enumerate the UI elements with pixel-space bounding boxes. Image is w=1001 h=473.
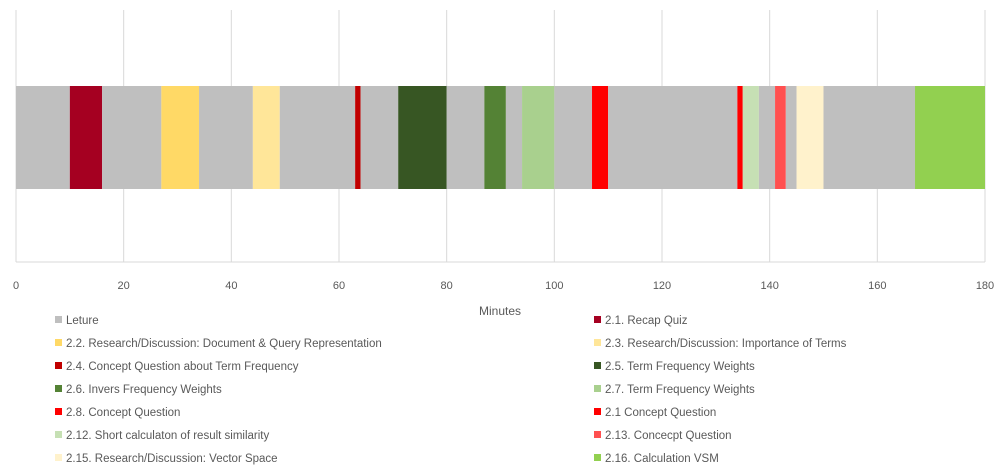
timeline-segment <box>737 86 743 189</box>
timeline-segment <box>592 86 609 189</box>
x-tick-label: 180 <box>976 280 994 292</box>
legend-item: 2.13. Concecpt Question <box>594 430 732 442</box>
x-tick-label: 40 <box>225 280 237 292</box>
timeline-segment <box>758 86 776 189</box>
timeline-segment <box>360 86 399 189</box>
legend-label: 2.1. Recap Quiz <box>605 315 688 327</box>
timeline-segment <box>252 86 280 189</box>
legend-item: 2.15. Research/Discussion: Vector Space <box>55 453 278 465</box>
legend-item: 2.6. Invers Frequency Weights <box>55 384 222 396</box>
legend-item: 2.8. Concept Question <box>55 407 180 419</box>
legend-label: 2.2. Research/Discussion: Document & Que… <box>66 338 382 350</box>
timeline-segment <box>823 86 916 189</box>
legend-item: 2.4. Concept Question about Term Frequen… <box>55 361 299 373</box>
legend-item: 2.1 Concept Question <box>594 407 716 419</box>
legend-item: 2.3. Research/Discussion: Importance of … <box>594 338 847 350</box>
legend-swatch <box>594 385 601 392</box>
timeline-segment <box>446 86 485 189</box>
x-tick-label: 60 <box>333 280 345 292</box>
legend-swatch <box>594 362 601 369</box>
legend-swatch <box>594 431 601 438</box>
legend-label: 2.8. Concept Question <box>66 407 180 419</box>
legend-swatch <box>55 431 62 438</box>
legend-swatch <box>55 316 62 323</box>
legend-swatch <box>55 362 62 369</box>
timeline-segment <box>16 86 70 189</box>
x-tick-label: 160 <box>868 280 886 292</box>
timeline-segment <box>355 86 361 189</box>
legend-swatch <box>55 339 62 346</box>
x-tick-label: 80 <box>441 280 453 292</box>
timeline-segment <box>505 86 523 189</box>
legend-label: 2.6. Invers Frequency Weights <box>66 384 222 396</box>
timeline-segment <box>775 86 786 189</box>
x-axis-ticks: 0 20 40 60 80 100 120 140 160 180 <box>13 280 994 292</box>
timeline-segment <box>785 86 797 189</box>
timeline-segment <box>398 86 447 189</box>
legend-label: 2.7. Term Frequency Weights <box>605 384 755 396</box>
legend-swatch <box>55 454 62 461</box>
timeline-segment <box>554 86 593 189</box>
x-axis-title: Minutes <box>479 304 521 318</box>
legend-label: 2.4. Concept Question about Term Frequen… <box>66 361 299 373</box>
timeline-segment <box>102 86 162 189</box>
timeline-segment <box>279 86 356 189</box>
legend-swatch <box>55 408 62 415</box>
legend-swatch <box>594 454 601 461</box>
legend-label: 2.3. Research/Discussion: Importance of … <box>605 338 847 350</box>
x-tick-label: 120 <box>653 280 671 292</box>
x-tick-label: 100 <box>545 280 563 292</box>
legend-item: 2.12. Short calculaton of result similar… <box>55 430 270 442</box>
legend-swatch <box>594 339 601 346</box>
timeline-segment <box>742 86 759 189</box>
legend-label: 2.15. Research/Discussion: Vector Space <box>66 453 278 465</box>
legend-swatch <box>55 385 62 392</box>
legend-label: 2.13. Concecpt Question <box>605 430 732 442</box>
legend-item: 2.1. Recap Quiz <box>594 315 688 327</box>
legend-item: 2.5. Term Frequency Weights <box>594 361 755 373</box>
legend-label: 2.12. Short calculaton of result similar… <box>66 430 270 442</box>
x-tick-label: 0 <box>13 280 19 292</box>
legend-item: 2.2. Research/Discussion: Document & Que… <box>55 338 382 350</box>
timeline-segment <box>796 86 824 189</box>
timeline-segment <box>199 86 253 189</box>
timeline-bar <box>16 86 985 189</box>
legend-label: 2.5. Term Frequency Weights <box>605 361 755 373</box>
timeline-segment <box>608 86 738 189</box>
legend-item: Leture <box>55 315 99 327</box>
legend: Leture 2.1. Recap Quiz 2.2. Research/Discu… <box>55 315 847 465</box>
timeline-segment <box>915 86 985 189</box>
legend-label: 2.1 Concept Question <box>605 407 716 419</box>
legend-item: 2.7. Term Frequency Weights <box>594 384 755 396</box>
legend-label: Leture <box>66 315 99 327</box>
timeline-segment <box>522 86 555 189</box>
legend-swatch <box>594 316 601 323</box>
legend-label: 2.16. Calculation VSM <box>605 453 719 465</box>
x-tick-label: 20 <box>118 280 130 292</box>
timeline-segment <box>161 86 200 189</box>
timeline-segment <box>69 86 103 189</box>
x-tick-label: 140 <box>760 280 778 292</box>
legend-item: 2.16. Calculation VSM <box>594 453 719 465</box>
legend-swatch <box>594 408 601 415</box>
timeline-segment <box>484 86 506 189</box>
